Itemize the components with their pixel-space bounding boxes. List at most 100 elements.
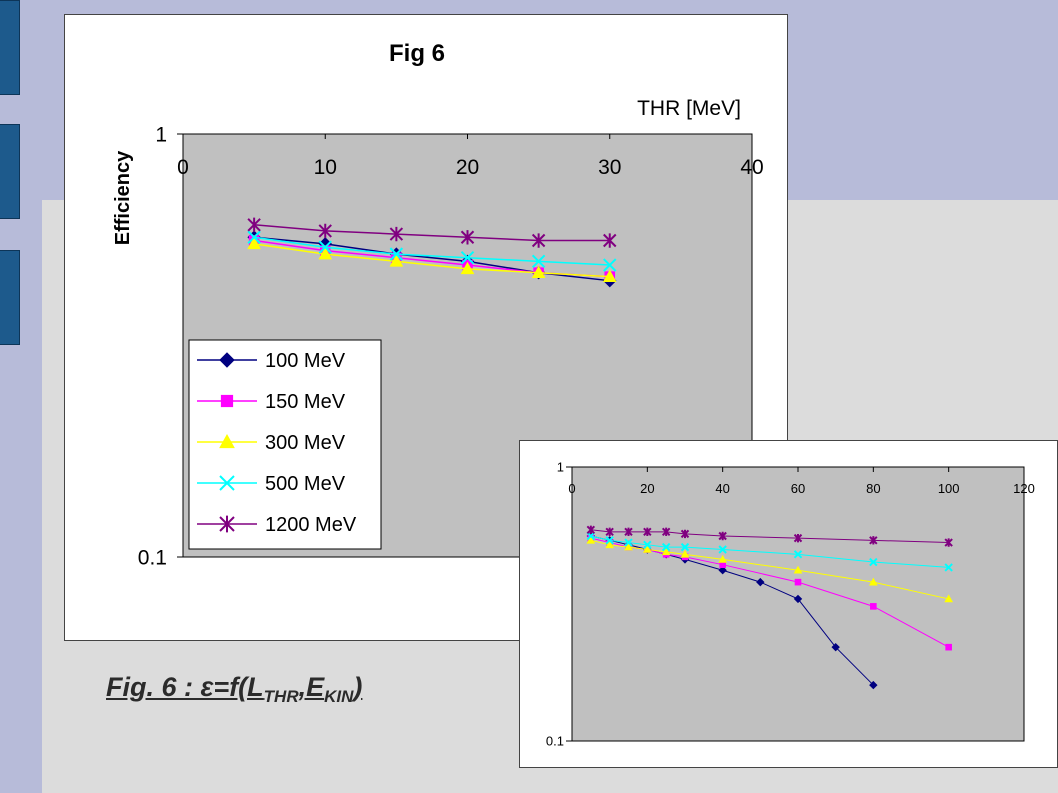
series-line: [590, 535, 949, 568]
data-point: [756, 577, 765, 587]
y-tick-label: 1: [557, 460, 564, 475]
data-point: [318, 223, 332, 239]
data-point: [389, 247, 404, 261]
data-point: [793, 594, 803, 604]
data-point: [719, 561, 726, 568]
slide-left-strip: [0, 0, 42, 793]
data-point: [869, 536, 878, 545]
data-point: [624, 542, 633, 551]
data-point: [603, 258, 617, 272]
series-group: [247, 236, 617, 282]
slide-tab-3: [0, 250, 20, 345]
data-point: [642, 544, 652, 553]
caption-sub-thr: THR: [263, 687, 299, 706]
data-point: [605, 540, 615, 549]
x-tick-label: 40: [715, 481, 729, 496]
caption-comma: ,E: [298, 672, 325, 702]
data-point: [718, 554, 728, 563]
data-point: [247, 230, 261, 244]
x-tick-label: 100: [938, 481, 960, 496]
plot-area: [571, 466, 1025, 742]
data-point: [460, 261, 475, 275]
data-point: [661, 527, 671, 537]
slide-tab-2: [0, 124, 20, 219]
data-point: [944, 538, 953, 547]
data-point: [605, 536, 614, 545]
data-point: [794, 578, 802, 586]
data-point: [870, 603, 877, 610]
x-tick-label: 0: [177, 156, 189, 179]
data-point: [389, 226, 404, 242]
data-point: [586, 535, 596, 544]
legend-marker: [219, 352, 235, 368]
legend-marker: [219, 475, 235, 491]
figure-caption: Fig. 6 : ε=f(LTHR,EKIN): [106, 672, 362, 707]
caption-close: ): [353, 672, 363, 702]
y-axis-title: Efficiency: [112, 150, 134, 245]
series-line: [590, 529, 949, 544]
legend-marker: [219, 433, 235, 449]
data-point: [460, 230, 475, 245]
x-tick-label: 0: [568, 481, 575, 496]
series-group: [586, 525, 953, 547]
legend-label: 1200 MeV: [265, 514, 357, 536]
legend-box: [188, 339, 382, 550]
y-tick-label: 1: [155, 123, 167, 146]
x-axis-title: THR [MeV]: [637, 97, 741, 120]
data-point: [605, 527, 614, 537]
legend-marker: [219, 515, 235, 533]
series-line: [590, 539, 949, 600]
data-point: [793, 565, 803, 574]
data-point: [531, 254, 546, 269]
series-line: [590, 537, 949, 648]
x-tick-label: 80: [866, 481, 880, 496]
series-group: [586, 531, 953, 572]
data-point: [318, 247, 333, 260]
legend-label: 300 MeV: [265, 432, 346, 454]
x-tick-label: 120: [1013, 481, 1035, 496]
data-point: [586, 531, 596, 541]
data-point: [661, 547, 671, 556]
data-point: [624, 538, 633, 547]
legend-marker: [220, 394, 234, 408]
data-point: [869, 680, 878, 690]
data-point: [868, 577, 878, 586]
data-point: [944, 563, 953, 572]
data-point: [661, 542, 671, 552]
legend-label: 150 MeV: [265, 391, 346, 413]
data-point: [643, 540, 652, 550]
data-point: [944, 594, 954, 603]
legend-label: 100 MeV: [265, 350, 346, 372]
y-tick-label: 0.1: [138, 546, 167, 569]
data-point: [831, 642, 840, 652]
series-group: [247, 217, 617, 248]
data-point: [389, 254, 404, 267]
inset-chart-panel: 1 0.1 0 20 40 60 80 100 120: [519, 440, 1058, 768]
legend: 100 MeV 150 MeV 300 MeV 500 MeV 1200 MeV: [188, 339, 382, 550]
data-point: [247, 217, 261, 233]
data-point: [718, 531, 727, 541]
x-tick-label: 10: [314, 156, 337, 179]
data-point: [643, 527, 652, 537]
data-point: [793, 550, 803, 559]
x-tick-label: 40: [740, 156, 763, 179]
data-point: [718, 566, 727, 575]
x-tick-label: 60: [791, 481, 805, 496]
data-point: [247, 236, 261, 250]
data-point: [531, 265, 546, 279]
data-point: [624, 527, 633, 537]
x-tick-label: 30: [598, 156, 621, 179]
data-point: [680, 549, 690, 558]
chart-title: Fig 6: [389, 40, 445, 67]
data-point: [603, 233, 617, 248]
series-line: [254, 243, 610, 278]
y-tick-label: 0.1: [546, 734, 564, 749]
caption-sub-kin: KIN: [324, 687, 354, 706]
data-point: [460, 250, 475, 265]
data-point: [793, 533, 803, 543]
data-point: [718, 545, 727, 554]
data-point: [869, 557, 878, 567]
data-point: [586, 525, 596, 534]
data-point: [531, 233, 546, 248]
data-point: [602, 269, 617, 282]
